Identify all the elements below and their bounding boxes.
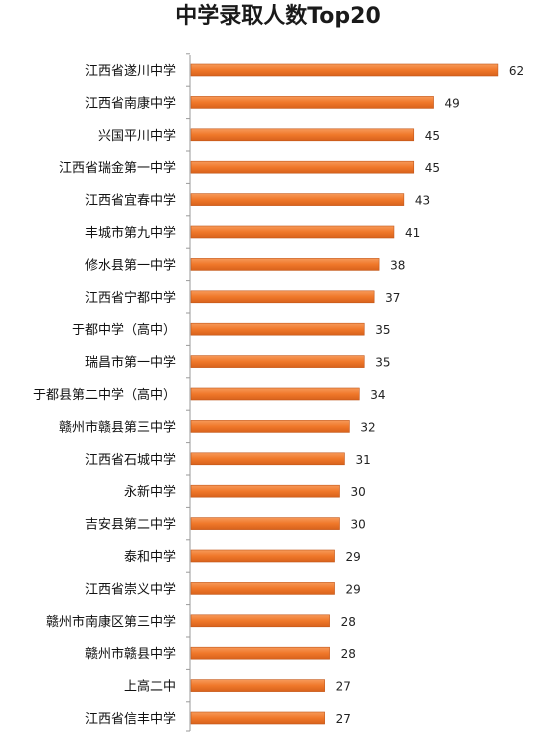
value-label: 35	[375, 323, 390, 337]
value-label: 27	[336, 712, 351, 726]
value-label: 43	[415, 194, 430, 208]
category-label: 江西省宁都中学	[85, 290, 176, 306]
bar	[190, 517, 340, 530]
bar	[190, 387, 360, 401]
bar	[190, 646, 330, 660]
bar	[190, 679, 325, 692]
category-label: 江西省瑞金第一中学	[59, 160, 176, 176]
category-label: 于都中学（高中）	[72, 322, 176, 338]
value-label: 27	[336, 680, 351, 694]
value-label: 34	[370, 388, 385, 402]
category-label: 赣州市赣县中学	[85, 646, 176, 662]
value-label: 29	[346, 550, 361, 564]
bar	[190, 128, 415, 142]
plot-area: 江西省遂川中学 62 江西省南康中学 49 兴国平川中学 45 江西省瑞金第一中学 45 江西省…	[33, 53, 524, 732]
bar	[190, 582, 335, 595]
category-label: 兴国平川中学	[98, 128, 176, 144]
category-label: 瑞昌市第一中学	[85, 355, 176, 371]
value-label: 30	[351, 485, 366, 499]
category-label: 丰城市第九中学	[85, 225, 176, 241]
bar	[190, 549, 335, 563]
category-label: 赣州市赣县第三中学	[59, 419, 176, 435]
bar	[190, 452, 345, 466]
value-label: 62	[509, 64, 524, 78]
bar	[190, 160, 415, 174]
category-label: 上高二中	[124, 679, 176, 695]
bar	[190, 258, 380, 271]
chart-title: 中学录取人数Top20	[175, 4, 381, 29]
category-label: 泰和中学	[124, 549, 176, 565]
value-label: 31	[355, 453, 370, 467]
value-label: 28	[341, 615, 356, 629]
value-label: 45	[425, 129, 440, 143]
bar	[190, 355, 365, 368]
value-label: 32	[360, 420, 375, 434]
category-label: 江西省信丰中学	[85, 711, 176, 727]
category-label: 江西省石城中学	[85, 452, 176, 468]
category-label: 赣州市南康区第三中学	[46, 614, 176, 630]
category-label: 永新中学	[124, 484, 176, 500]
bar	[190, 290, 375, 304]
category-label: 江西省遂川中学	[85, 63, 176, 79]
value-label: 29	[346, 582, 361, 596]
value-label: 35	[375, 356, 390, 370]
value-label: 37	[385, 291, 400, 305]
bar	[190, 711, 325, 725]
bar	[190, 484, 340, 498]
category-label: 吉安县第二中学	[85, 517, 176, 533]
value-label: 30	[351, 518, 366, 532]
bar	[190, 96, 434, 109]
bar	[190, 193, 405, 206]
category-label: 于都县第二中学（高中）	[33, 387, 176, 403]
bar	[190, 225, 395, 239]
value-label: 38	[390, 258, 405, 272]
value-label: 41	[405, 226, 420, 240]
value-label: 49	[445, 96, 460, 110]
value-label: 28	[341, 647, 356, 661]
value-label: 45	[425, 161, 440, 175]
category-label: 修水县第一中学	[85, 257, 176, 273]
bar	[190, 322, 365, 336]
category-label: 江西省崇义中学	[85, 581, 176, 597]
category-label: 江西省宜春中学	[85, 193, 176, 209]
category-label: 江西省南康中学	[85, 95, 176, 111]
bar	[190, 614, 330, 628]
bar	[190, 420, 350, 433]
bar	[190, 63, 499, 77]
